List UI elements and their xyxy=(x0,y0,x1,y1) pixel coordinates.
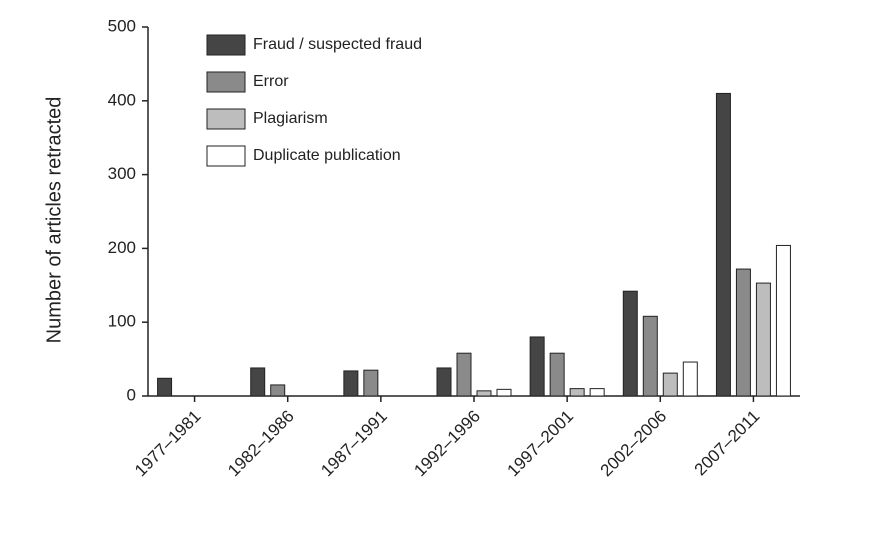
y-tick-label: 0 xyxy=(127,385,136,404)
y-tick-label: 100 xyxy=(108,312,136,331)
bar xyxy=(456,352,472,397)
bar xyxy=(270,384,286,397)
x-tick-label: 1997–2001 xyxy=(504,407,578,481)
legend-label: Plagiarism xyxy=(253,110,328,127)
legend-label: Error xyxy=(253,73,289,90)
bar xyxy=(735,268,751,397)
legend-label: Duplicate publication xyxy=(253,147,401,164)
bar xyxy=(363,369,379,397)
x-tick-label: 2002–2006 xyxy=(597,407,671,481)
legend-swatch xyxy=(206,108,246,130)
bar xyxy=(250,367,266,397)
bar xyxy=(529,336,545,397)
legend-swatch xyxy=(206,71,246,93)
legend-label: Fraud / suspected fraud xyxy=(253,36,422,53)
bar xyxy=(569,388,585,397)
bar xyxy=(343,370,359,397)
bar xyxy=(157,377,173,397)
x-tick-label: 1992–1996 xyxy=(410,407,484,481)
bar xyxy=(622,290,638,397)
bar xyxy=(496,388,512,397)
bar xyxy=(476,390,492,397)
bar xyxy=(715,92,731,397)
legend-swatch xyxy=(206,34,246,56)
bar xyxy=(662,372,678,397)
bar xyxy=(642,315,658,397)
y-tick-label: 400 xyxy=(108,90,136,109)
x-tick-label: 1987–1991 xyxy=(317,407,391,481)
y-axis-label: Number of articles retracted xyxy=(43,97,65,344)
y-tick-label: 200 xyxy=(108,238,136,257)
y-tick-label: 500 xyxy=(108,16,136,35)
bar xyxy=(436,367,452,397)
x-tick-label: 1982–1986 xyxy=(224,407,298,481)
bar xyxy=(775,244,791,397)
bar xyxy=(755,282,771,397)
bar xyxy=(589,388,605,397)
x-tick-label: 2007–2011 xyxy=(691,407,764,480)
x-tick-label: 1977–1981 xyxy=(131,407,205,481)
y-tick-label: 300 xyxy=(108,164,136,183)
bar xyxy=(549,352,565,397)
legend-swatch xyxy=(206,145,246,167)
bar xyxy=(682,361,698,397)
